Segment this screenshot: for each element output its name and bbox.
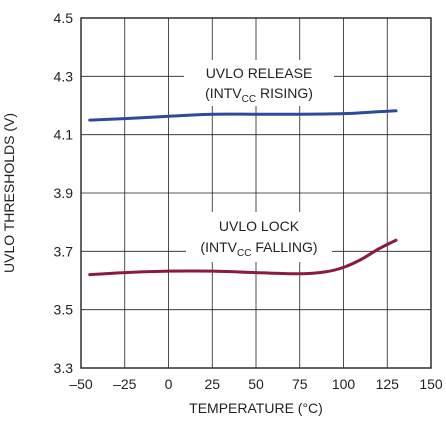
y-tick-label: 3.9 <box>54 185 74 201</box>
lock-label-line1: UVLO LOCK <box>219 218 300 234</box>
x-tick-label: 50 <box>248 376 264 392</box>
annotations: UVLO RELEASE (INTVCC RISING) UVLO LOCK (… <box>184 60 334 262</box>
y-tick-label: 4.5 <box>54 10 74 26</box>
x-tick-label: 150 <box>419 376 443 392</box>
lock-label-sub: CC <box>237 248 251 259</box>
release-label-sub: CC <box>242 94 256 105</box>
release-label-prefix: (INTV <box>205 85 242 101</box>
x-tick-label: 100 <box>332 376 356 392</box>
x-tick-label: –50 <box>69 376 93 392</box>
y-axis-title: UVLO THRESHOLDS (V) <box>1 113 17 273</box>
y-tick-label: 3.3 <box>54 360 74 376</box>
lock-label-prefix: (INTV <box>200 239 237 255</box>
uvlo-release-line <box>90 111 396 120</box>
y-tick-label: 3.7 <box>54 243 74 259</box>
lock-label-suffix: FALLING) <box>251 239 317 255</box>
y-tick-label: 4.1 <box>54 127 74 143</box>
x-tick-label: 125 <box>376 376 400 392</box>
y-tick-label: 3.5 <box>54 302 74 318</box>
x-tick-label: 75 <box>292 376 308 392</box>
x-tick-label: –25 <box>113 376 137 392</box>
x-tick-label: 0 <box>165 376 173 392</box>
x-axis-title: TEMPERATURE (°C) <box>189 400 323 416</box>
x-tick-label: 25 <box>204 376 220 392</box>
release-label-suffix: RISING) <box>256 85 313 101</box>
release-label-line1: UVLO RELEASE <box>206 65 313 81</box>
y-tick-label: 4.3 <box>54 68 74 84</box>
